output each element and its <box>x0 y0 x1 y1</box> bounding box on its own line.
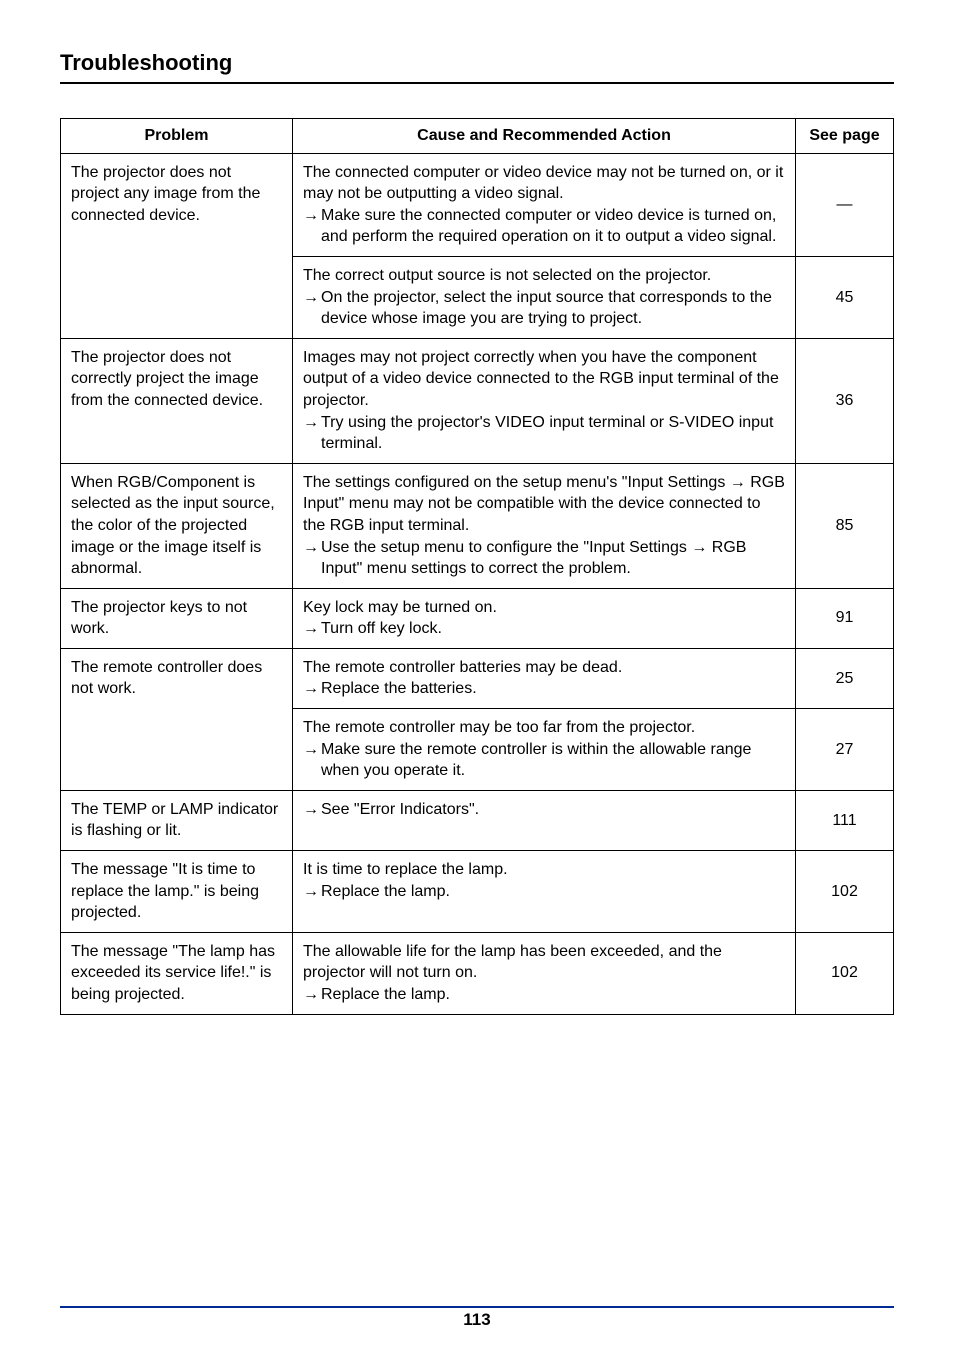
cause-cell: The remote controller batteries may be d… <box>293 648 796 708</box>
page-cell: 27 <box>796 709 894 791</box>
cause-text: The remote controller batteries may be d… <box>303 657 785 679</box>
cause-text: Images may not project correctly when yo… <box>303 347 785 412</box>
page-cell: 36 <box>796 338 894 463</box>
action-line: → See "Error Indicators". <box>303 799 785 821</box>
arrow-icon: → <box>303 412 319 434</box>
page-cell: 91 <box>796 588 894 648</box>
cause-text: The connected computer or video device m… <box>303 162 785 205</box>
table-row: The projector does not project any image… <box>61 153 894 256</box>
table-row: The projector keys to not work. Key lock… <box>61 588 894 648</box>
page-number: 113 <box>0 1310 954 1330</box>
action-text: Replace the lamp. <box>321 881 450 903</box>
cause-cell: The remote controller may be too far fro… <box>293 709 796 791</box>
arrow-icon: → <box>303 537 319 559</box>
arrow-icon: → <box>303 678 319 700</box>
header-problem: Problem <box>61 119 293 154</box>
action-line: → Replace the lamp. <box>303 984 785 1006</box>
table-row: The message "The lamp has exceeded its s… <box>61 932 894 1014</box>
arrow-icon: → <box>303 799 319 821</box>
action-text: Replace the batteries. <box>321 678 477 700</box>
problem-cell: The TEMP or LAMP indicator is flashing o… <box>61 790 293 850</box>
cause-text: The correct output source is not selecte… <box>303 265 785 287</box>
action-line: → Turn off key lock. <box>303 618 785 640</box>
cause-cell: The connected computer or video device m… <box>293 153 796 256</box>
action-text: Try using the projector's VIDEO input te… <box>321 412 785 455</box>
problem-cell: The message "The lamp has exceeded its s… <box>61 932 293 1014</box>
problem-cell: The remote controller does not work. <box>61 648 293 790</box>
action-line: → On the projector, select the input sou… <box>303 287 785 330</box>
cause-cell: Key lock may be turned on. → Turn off ke… <box>293 588 796 648</box>
problem-cell: The projector does not correctly project… <box>61 338 293 463</box>
action-line: → Replace the batteries. <box>303 678 785 700</box>
problem-cell: The projector keys to not work. <box>61 588 293 648</box>
table-row: The remote controller does not work. The… <box>61 648 894 708</box>
arrow-icon: → <box>303 287 319 309</box>
footer-rule <box>60 1306 894 1308</box>
arrow-icon: → <box>303 984 319 1006</box>
action-line: → Replace the lamp. <box>303 881 785 903</box>
action-line: → Use the setup menu to configure the "I… <box>303 537 785 580</box>
arrow-icon: → <box>303 739 319 761</box>
table-row: The projector does not correctly project… <box>61 338 894 463</box>
page-cell: 85 <box>796 463 894 588</box>
problem-cell: When RGB/Component is selected as the in… <box>61 463 293 588</box>
page-cell: 111 <box>796 790 894 850</box>
arrow-icon: → <box>303 618 319 640</box>
cause-cell: → See "Error Indicators". <box>293 790 796 850</box>
arrow-icon: → <box>303 205 319 227</box>
header-seepage: See page <box>796 119 894 154</box>
cause-text: Key lock may be turned on. <box>303 597 785 619</box>
table-header-row: Problem Cause and Recommended Action See… <box>61 119 894 154</box>
problem-cell: The projector does not project any image… <box>61 153 293 338</box>
cause-cell: Images may not project correctly when yo… <box>293 338 796 463</box>
header-cause: Cause and Recommended Action <box>293 119 796 154</box>
page-cell: 102 <box>796 932 894 1014</box>
page-cell: 25 <box>796 648 894 708</box>
action-text: Make sure the connected computer or vide… <box>321 205 785 248</box>
cause-text: The allowable life for the lamp has been… <box>303 941 785 984</box>
table-row: The TEMP or LAMP indicator is flashing o… <box>61 790 894 850</box>
arrow-icon: → <box>303 881 319 903</box>
table-row: When RGB/Component is selected as the in… <box>61 463 894 588</box>
action-text: Make sure the remote controller is withi… <box>321 739 785 782</box>
table-row: The message "It is time to replace the l… <box>61 851 894 933</box>
action-line: → Make sure the remote controller is wit… <box>303 739 785 782</box>
action-text: Replace the lamp. <box>321 984 450 1006</box>
cause-cell: The correct output source is not selecte… <box>293 256 796 338</box>
action-text: Use the setup menu to configure the "Inp… <box>321 537 785 580</box>
cause-cell: The settings configured on the setup men… <box>293 463 796 588</box>
title-underline <box>60 82 894 84</box>
action-line: → Try using the projector's VIDEO input … <box>303 412 785 455</box>
page-cell: — <box>796 153 894 256</box>
action-text: On the projector, select the input sourc… <box>321 287 785 330</box>
cause-cell: The allowable life for the lamp has been… <box>293 932 796 1014</box>
action-line: → Make sure the connected computer or vi… <box>303 205 785 248</box>
action-text: See "Error Indicators". <box>321 799 479 821</box>
cause-text: The remote controller may be too far fro… <box>303 717 785 739</box>
cause-cell: It is time to replace the lamp. → Replac… <box>293 851 796 933</box>
page-cell: 102 <box>796 851 894 933</box>
cause-text: The settings configured on the setup men… <box>303 472 785 537</box>
troubleshooting-table: Problem Cause and Recommended Action See… <box>60 118 894 1015</box>
page-cell: 45 <box>796 256 894 338</box>
cause-text: It is time to replace the lamp. <box>303 859 785 881</box>
action-text: Turn off key lock. <box>321 618 442 640</box>
problem-cell: The message "It is time to replace the l… <box>61 851 293 933</box>
page-title: Troubleshooting <box>60 50 894 76</box>
